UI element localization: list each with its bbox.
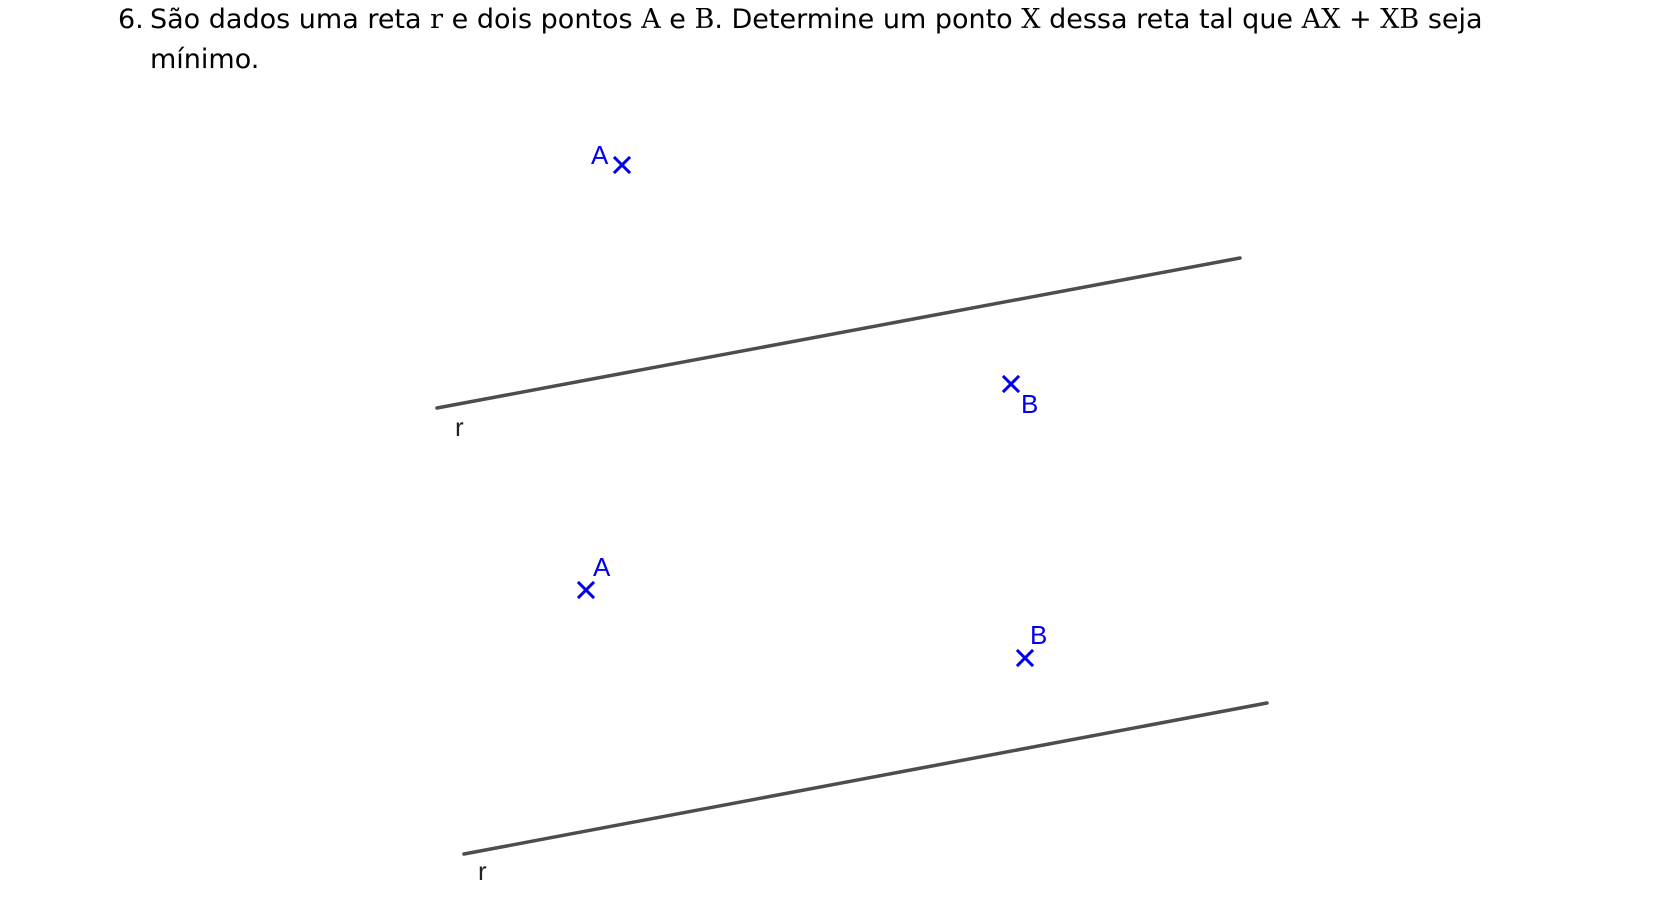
- problem-text-4: . Determine um ponto: [714, 4, 1022, 35]
- problem-continuation: mínimo.: [150, 44, 260, 75]
- problem-text-3: e: [660, 4, 695, 35]
- line-r-2-label: r: [478, 856, 487, 886]
- point-b-1: [1001, 374, 1021, 394]
- figure-2: r A B: [462, 552, 1269, 886]
- problem-text-2: e dois pontos: [443, 4, 642, 35]
- point-b-2-label: B: [1030, 620, 1047, 650]
- point-b-1-label: B: [1021, 389, 1038, 419]
- problem-text-6: +: [1340, 4, 1381, 35]
- point-a-1: [612, 155, 632, 175]
- point-a-2-label: A: [593, 552, 611, 582]
- problem-text-1: São dados uma reta: [150, 4, 431, 35]
- problem-statement: 6. São dados uma reta r e dois pontos A e…: [118, 0, 1518, 80]
- line-r-2: [462, 701, 1269, 856]
- math-ax: AX: [1301, 4, 1341, 35]
- problem-number: 6.: [118, 4, 144, 35]
- line-r-1-label: r: [455, 412, 464, 442]
- figure-1: r A B: [435, 140, 1242, 442]
- math-b: B: [694, 4, 715, 35]
- math-xb: XB: [1380, 4, 1420, 35]
- point-b-2: [1015, 648, 1035, 668]
- point-a-1-label: A: [591, 140, 609, 170]
- math-x: X: [1021, 4, 1041, 35]
- problem-text-5: dessa reta tal que: [1040, 4, 1302, 35]
- line-r-1: [435, 256, 1242, 410]
- point-a-2: [576, 580, 596, 600]
- math-r: r: [430, 4, 444, 35]
- problem-text-7: seja: [1419, 4, 1483, 35]
- math-a: A: [641, 4, 661, 35]
